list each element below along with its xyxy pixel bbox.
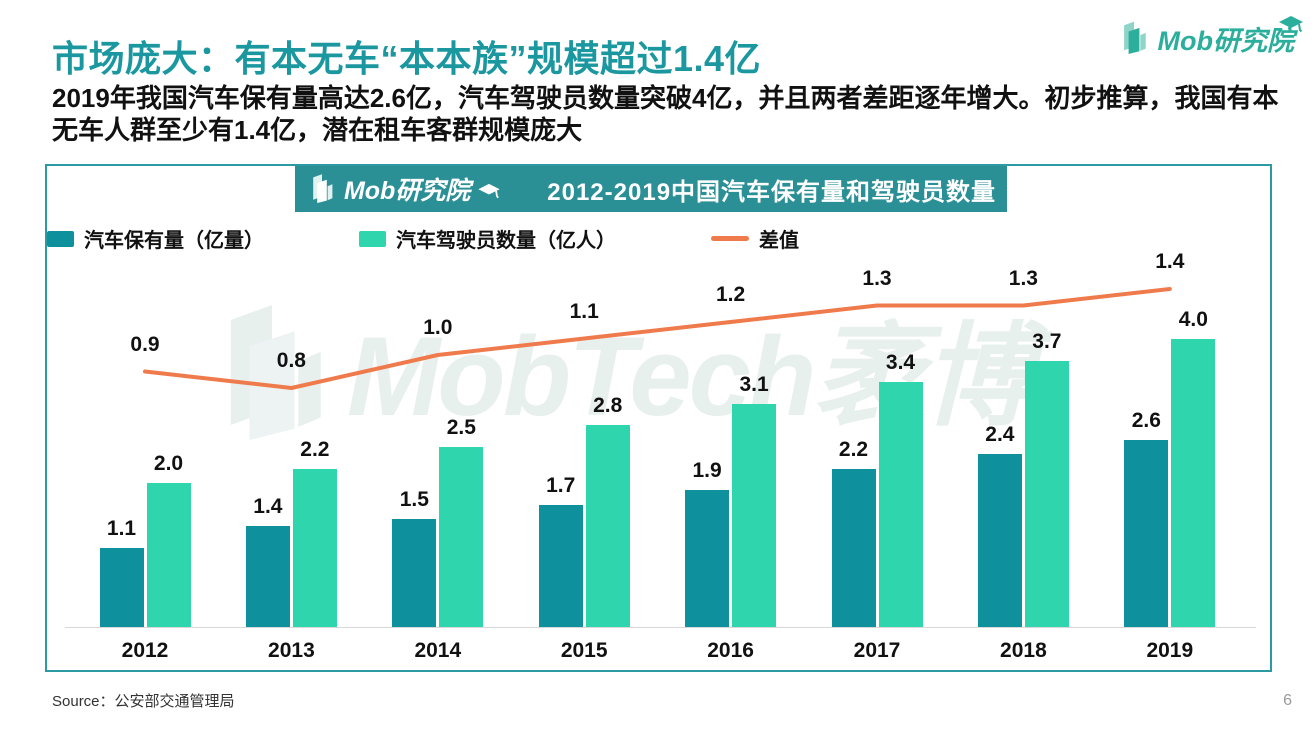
x-axis-label: 2017 <box>853 639 901 662</box>
page-number: 6 <box>1283 692 1292 709</box>
chart-title: 2012-2019中国汽车保有量和驾驶员数量 <box>547 178 997 206</box>
legend-item-drivers: 汽车驾驶员数量（亿人） <box>359 224 616 253</box>
legend-item-ownership: 汽车保有量（亿量） <box>47 224 264 253</box>
bar-ownership <box>392 519 437 627</box>
legend-line-swatch-gap <box>711 236 749 241</box>
legend-swatch-ownership <box>47 230 74 247</box>
bar-drivers <box>878 382 923 627</box>
line-point-label: 0.8 <box>276 349 306 372</box>
bar-ownership <box>538 504 583 627</box>
bar-value-label: 2.4 <box>985 423 1015 447</box>
bar-ownership <box>245 526 290 627</box>
bar-drivers <box>732 403 777 627</box>
line-point-label: 1.0 <box>423 316 453 339</box>
plot-area: Mob研究院 2012-2019中国汽车保有量和驾驶员数量 汽车保有量（亿量） … <box>47 166 1270 670</box>
page-title: 市场庞大：有本无车“本本族”规模超过1.4亿 <box>52 38 762 79</box>
line-point-label: 1.2 <box>715 283 746 306</box>
bar-value-label: 1.4 <box>253 495 283 519</box>
source-note: Source：公安部交通管理局 <box>52 693 235 710</box>
building-icon <box>306 171 338 208</box>
chart-container: Mob研究院 2012-2019中国汽车保有量和驾驶员数量 汽车保有量（亿量） … <box>45 164 1272 672</box>
legend-item-gap: 差值 <box>711 224 799 253</box>
brand-logo: Mob研究院 <box>1116 16 1303 59</box>
bar-value-label: 3.7 <box>1032 329 1062 353</box>
building-icon <box>1116 18 1152 59</box>
bar-value-label: 1.9 <box>692 459 722 483</box>
line-point-label: 1.1 <box>569 299 599 323</box>
bar-drivers <box>439 447 484 627</box>
brand-logo-text: Mob研究院 <box>1158 16 1303 58</box>
bar-ownership <box>685 490 730 627</box>
bar-value-label: 1.5 <box>399 488 429 511</box>
bar-drivers <box>292 468 337 627</box>
bar-value-label: 3.4 <box>885 351 916 375</box>
bar-ownership <box>831 468 876 627</box>
chart-header-logo-text: Mob研究院 <box>344 171 501 207</box>
x-axis-label: 2015 <box>560 639 608 662</box>
graduation-cap-icon <box>470 177 501 205</box>
bar-value-label: 1.7 <box>546 473 576 497</box>
bar-value-label: 1.1 <box>106 516 137 540</box>
x-axis-label: 2014 <box>414 639 462 662</box>
page-subtitle: 2019年我国汽车保有量高达2.6亿，汽车驾驶员数量突破4亿，并且两者差距逐年增… <box>52 83 1279 146</box>
bar-drivers <box>146 483 191 627</box>
bar-value-label: 2.2 <box>838 437 869 461</box>
bar-ownership <box>1124 439 1169 627</box>
x-axis-label: 2013 <box>268 639 315 662</box>
bar-drivers <box>1024 360 1069 627</box>
line-point-label: 1.3 <box>1008 266 1038 290</box>
bar-value-label: 2.5 <box>446 416 476 439</box>
chart-header-logo: Mob研究院 <box>306 171 501 208</box>
legend-label-ownership: 汽车保有量（亿量） <box>84 230 264 252</box>
bar-value-label: 2.6 <box>1131 408 1161 432</box>
bar-drivers <box>1171 339 1216 627</box>
bar-ownership <box>99 547 144 627</box>
bar-value-label: 3.1 <box>739 372 769 396</box>
x-axis-label: 2018 <box>1000 639 1047 662</box>
legend-label-drivers: 汽车驾驶员数量（亿人） <box>396 230 616 252</box>
x-axis-label: 2016 <box>707 639 754 662</box>
bar-value-label: 4.0 <box>1178 308 1208 331</box>
chart-header-bar: Mob研究院 2012-2019中国汽车保有量和驾驶员数量 <box>295 166 1007 212</box>
x-axis-label: 2012 <box>121 639 169 662</box>
line-point-label: 1.3 <box>862 266 892 290</box>
line-point-label: 0.9 <box>130 332 160 356</box>
bar-value-label: 2.0 <box>153 452 184 475</box>
x-axis-label: 2019 <box>1146 639 1194 662</box>
chart-legend: 汽车保有量（亿量） 汽车驾驶员数量（亿人） 差值 <box>47 224 799 253</box>
bar-ownership <box>977 454 1022 627</box>
bar-value-label: 2.2 <box>300 437 330 461</box>
legend-label-gap: 差值 <box>759 230 799 252</box>
x-axis-line <box>65 627 1256 628</box>
graduation-cap-icon <box>1278 9 1304 40</box>
bar-drivers <box>585 425 630 627</box>
bar-value-label: 2.8 <box>593 394 623 418</box>
legend-swatch-drivers <box>359 230 386 247</box>
line-point-label: 1.4 <box>1155 250 1185 273</box>
